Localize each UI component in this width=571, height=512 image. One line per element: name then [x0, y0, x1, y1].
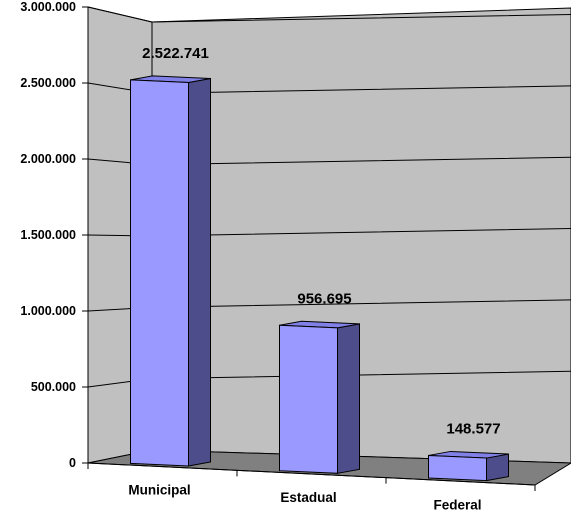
- y-tick-label: 500.000: [31, 380, 76, 394]
- x-tick-label: Estadual: [280, 490, 336, 505]
- x-axis-line: [87, 462, 536, 486]
- data-label: 148.577: [446, 420, 500, 437]
- data-label: 956.695: [297, 290, 351, 307]
- bar: [130, 79, 189, 467]
- data-label: 2.522.741: [142, 45, 209, 62]
- y-tick-label: 3.000.000: [20, 0, 76, 14]
- x-tick-label: Municipal: [128, 483, 190, 498]
- bar-side: [486, 453, 509, 482]
- bars: [130, 75, 509, 482]
- bar: [428, 454, 487, 482]
- bar-side: [188, 77, 211, 467]
- bar-side: [337, 323, 360, 474]
- bar: [279, 324, 338, 474]
- y-tick-label: 0: [69, 456, 76, 470]
- axes: 0 500.000 1.000.000 1.500.000 2.000.000 2.500…: [20, 0, 536, 491]
- gridline: [87, 6, 571, 23]
- y-tick-label: 1.000.000: [20, 304, 76, 318]
- labels: 2.522.741 Municipal 956.695 Estadual 148.577…: [128, 45, 500, 512]
- y-tick-label: 2.500.000: [20, 76, 76, 90]
- y-tick-label: 1.500.000: [20, 228, 76, 242]
- y-tick-label: 2.000.000: [20, 152, 76, 166]
- back-wall: [151, 7, 571, 464]
- x-tick-label: Federal: [433, 497, 481, 512]
